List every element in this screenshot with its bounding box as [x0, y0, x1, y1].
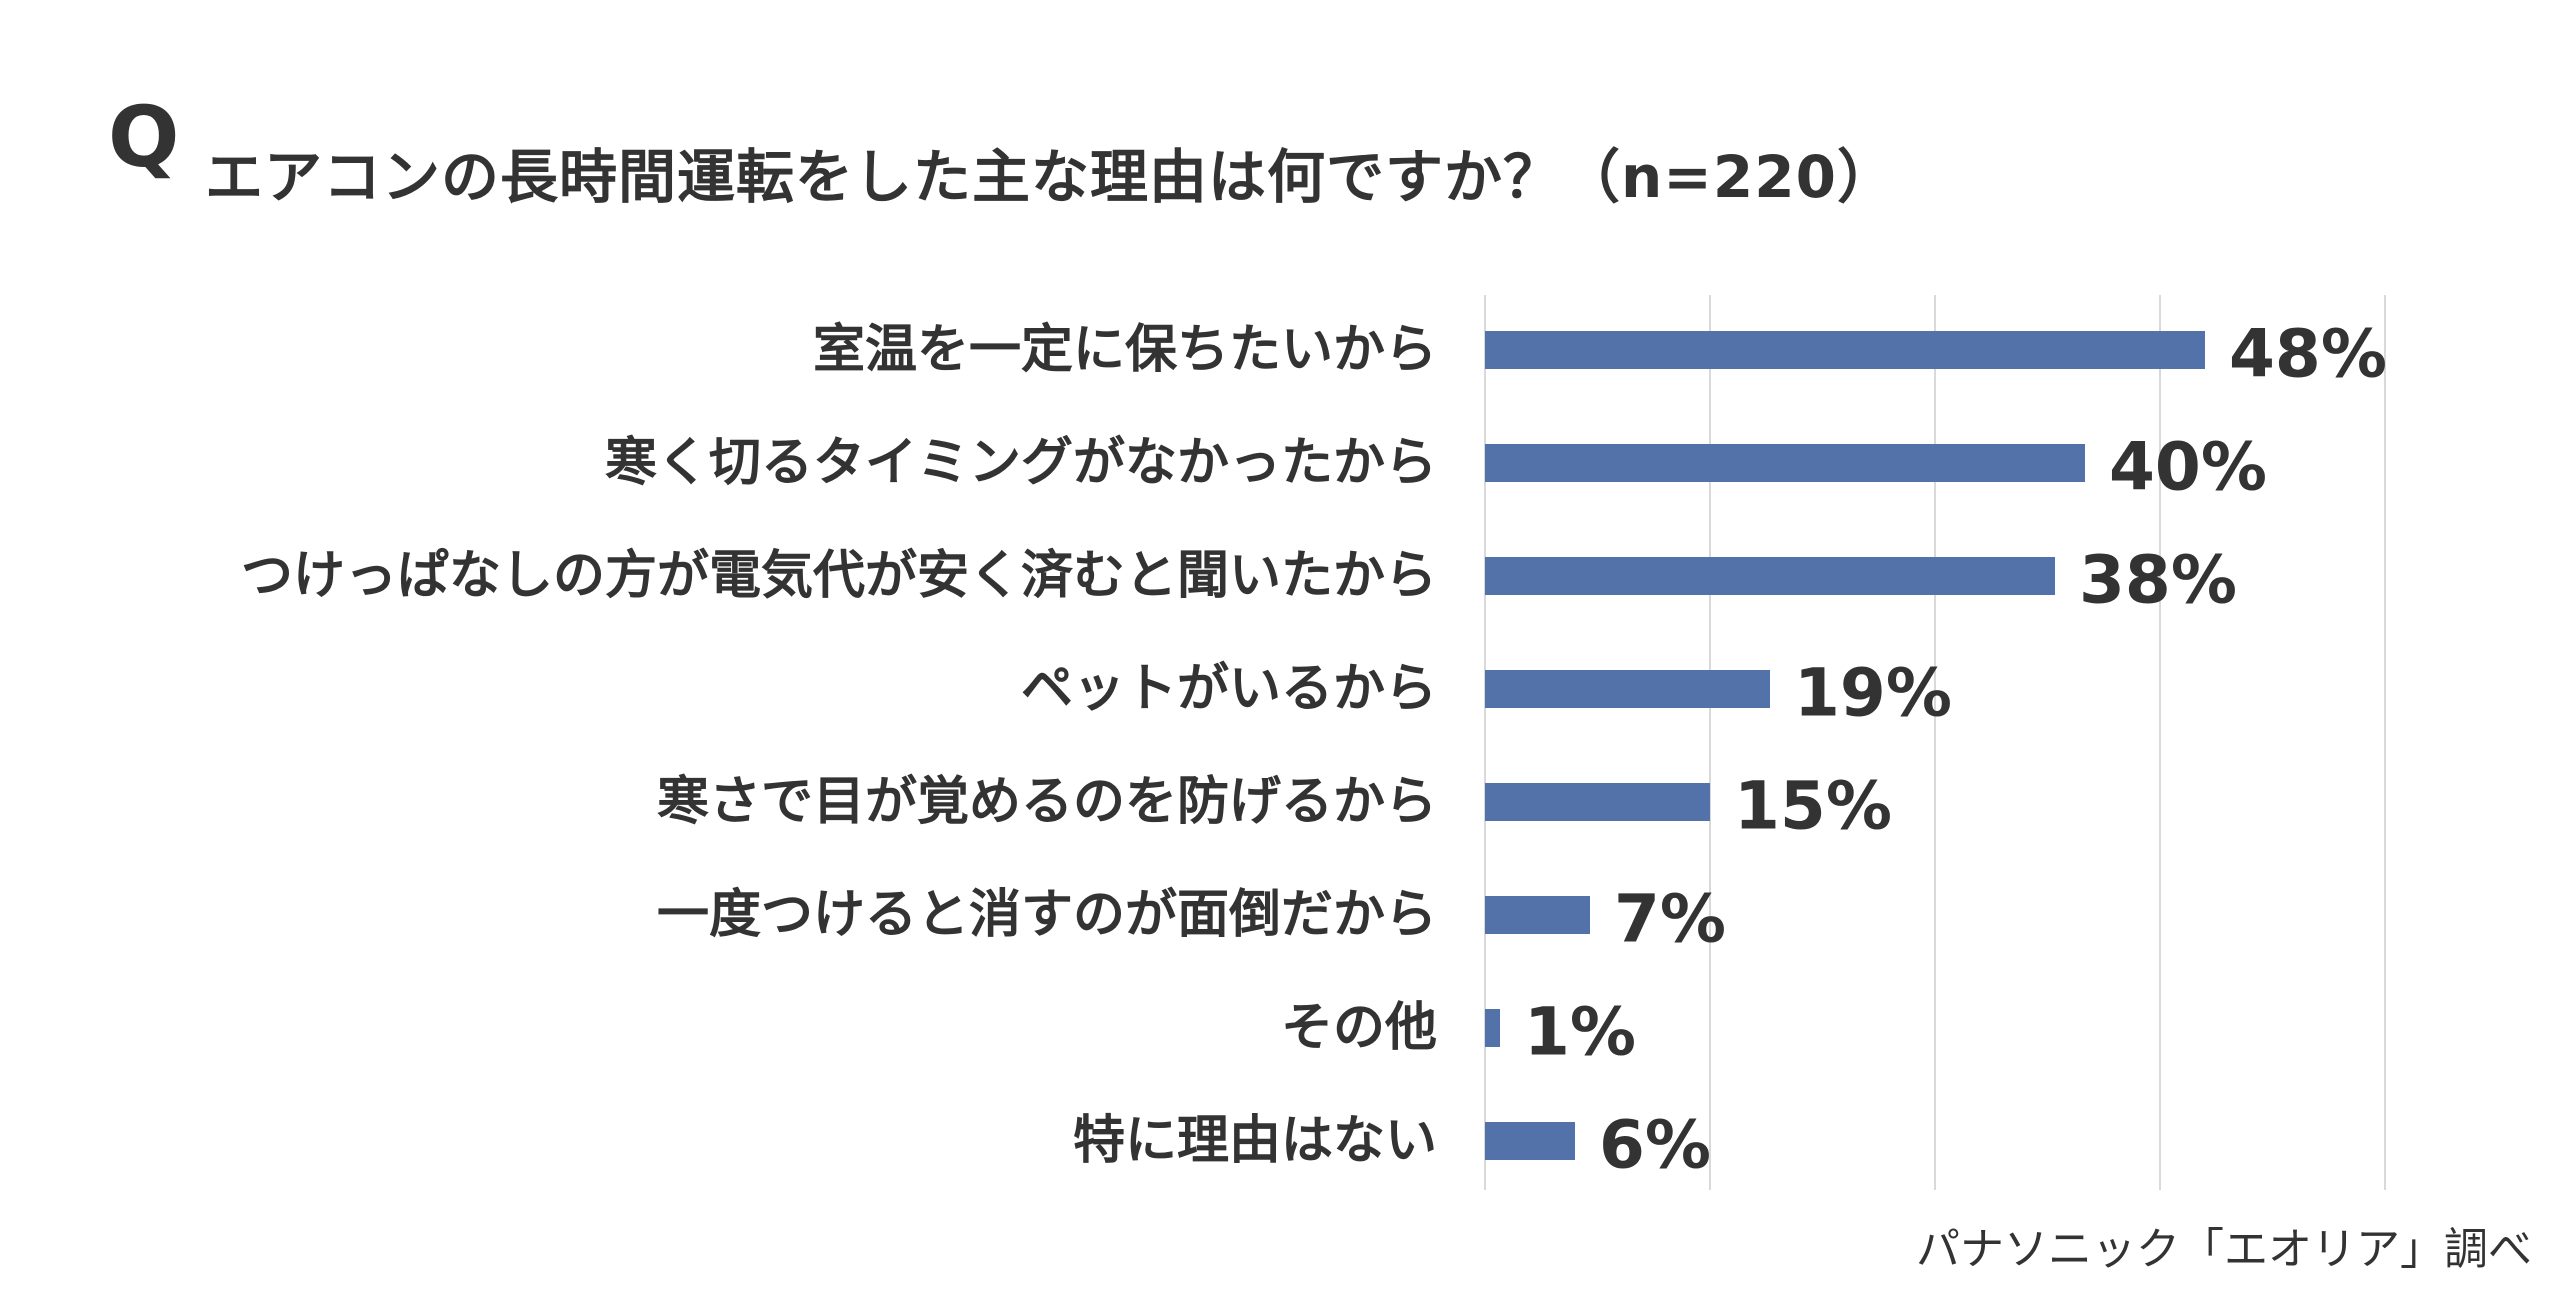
question-mark: Q: [108, 88, 180, 186]
value-label: 38%: [2079, 542, 2237, 619]
value-label: 6%: [1599, 1107, 1711, 1184]
bar: [1485, 783, 1710, 821]
value-label: 1%: [1524, 994, 1636, 1071]
category-label: 寒く切るタイミングがなかったから: [605, 433, 1437, 493]
bar: [1485, 896, 1590, 934]
bar: [1485, 1009, 1500, 1047]
category-label: 特に理由はない: [1073, 1111, 1437, 1171]
bar: [1485, 1122, 1575, 1160]
category-label: ペットがいるから: [1021, 659, 1437, 719]
bar: [1485, 444, 2085, 482]
category-label: その他: [1281, 998, 1437, 1058]
value-label: 7%: [1614, 881, 1726, 958]
value-label: 15%: [1734, 768, 1892, 845]
value-label: 48%: [2229, 316, 2387, 393]
bar: [1485, 670, 1770, 708]
value-label: 40%: [2109, 429, 2267, 506]
bar: [1485, 557, 2055, 595]
source-note: パナソニック「エオリア」調べ: [1916, 1224, 2532, 1275]
category-label: 寒さで目が覚めるのを防げるから: [657, 772, 1437, 832]
category-label: つけっぱなしの方が電気代が安く済むと聞いたから: [241, 546, 1437, 606]
bar: [1485, 331, 2205, 369]
category-label: 室温を一定に保ちたいから: [813, 320, 1437, 380]
category-label: 一度つけると消すのが面倒だから: [657, 885, 1437, 945]
value-label: 19%: [1794, 655, 1952, 732]
question-title: エアコンの長時間運転をした主な理由は何ですか？（n=220）: [205, 143, 1896, 211]
